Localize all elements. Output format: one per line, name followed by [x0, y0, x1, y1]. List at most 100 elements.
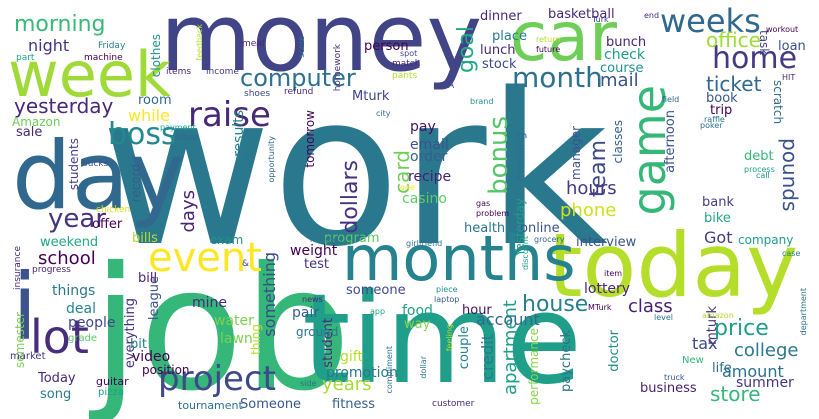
cloud-word: level — [654, 313, 674, 322]
cloud-word: mine — [192, 295, 228, 311]
cloud-word: ground — [296, 325, 339, 339]
cloud-word: machine — [84, 53, 123, 63]
cloud-word: project — [158, 359, 277, 399]
cloud-word: job — [92, 231, 352, 419]
cloud-word: score — [297, 36, 306, 58]
cloud-word: bunch — [606, 35, 647, 50]
cloud-word: feeling — [445, 324, 454, 352]
cloud-word: fitness — [332, 397, 376, 412]
cloud-word: credit — [478, 334, 497, 380]
cloud-word: items — [166, 67, 192, 77]
cloud-word: computer — [240, 64, 356, 92]
cloud-word: weeks — [660, 2, 761, 40]
cloud-word: school — [38, 248, 96, 269]
cloud-word: lottery — [584, 281, 631, 297]
cloud-word: app — [370, 307, 386, 316]
cloud-word: discount — [521, 236, 530, 271]
cloud-word: weekend — [40, 235, 99, 250]
cloud-word: yesterday — [14, 94, 114, 118]
cloud-word: city — [376, 109, 391, 118]
cloud-word: amazon — [702, 311, 734, 320]
cloud-word: shoes — [244, 89, 271, 99]
cloud-word: bills — [132, 231, 158, 246]
cloud-word: match — [392, 59, 421, 69]
cloud-word: week — [8, 38, 171, 111]
cloud-word: i — [12, 254, 38, 361]
cloud-word: way — [404, 317, 431, 332]
cloud-word: opportunity — [267, 136, 276, 183]
cloud-word: today — [548, 214, 799, 317]
cloud-word: results — [231, 110, 247, 157]
cloud-word: gift — [340, 349, 363, 365]
cloud-word: night — [28, 36, 70, 55]
cloud-word: pay — [410, 119, 436, 135]
cloud-word: class — [628, 296, 673, 317]
cloud-word: place — [492, 29, 527, 44]
cloud-word: trip — [710, 103, 733, 118]
cloud-word: loan — [778, 39, 806, 54]
cloud-word: pair — [292, 305, 320, 321]
cloud-word: couple — [457, 326, 472, 370]
cloud-word: return — [536, 35, 561, 44]
cloud-word: brand — [470, 97, 494, 106]
cloud-word: gas — [476, 199, 491, 208]
cloud-word: guitar — [96, 375, 129, 388]
cloud-word: bucks — [82, 159, 109, 169]
cloud-word: position — [142, 363, 190, 377]
cloud-word: pants — [392, 71, 418, 81]
cloud-word: meal — [242, 39, 265, 49]
cloud-word: people — [68, 315, 116, 331]
cloud-word: feedback — [195, 24, 204, 61]
cloud-word: task — [757, 30, 771, 56]
cloud-word: years — [322, 374, 372, 395]
cloud-word: college — [734, 340, 799, 361]
cloud-word: lawn — [220, 331, 253, 347]
cloud-word: ticket — [706, 72, 762, 96]
cloud-word: lunch — [480, 43, 516, 58]
cloud-word: hours — [566, 178, 617, 199]
cloud-word: chicken — [96, 205, 131, 215]
cloud-word: record — [129, 164, 143, 203]
cloud-word: future — [536, 45, 561, 54]
cloud-word: things — [52, 283, 96, 299]
cloud-word: performance — [527, 328, 541, 405]
cloud-word: minutes — [310, 235, 343, 244]
cloud-word: bike — [704, 211, 731, 226]
cloud-word: something — [260, 252, 279, 337]
cloud-word: truck — [664, 373, 685, 382]
cloud-word: call — [756, 171, 770, 180]
cloud-word: amount — [722, 362, 784, 381]
cloud-word: exam — [210, 233, 244, 247]
cloud-word: afternoon — [663, 110, 678, 173]
cloud-word: grocery — [534, 235, 565, 244]
cloud-word: summer — [736, 375, 794, 391]
cloud-word: clothes — [149, 34, 163, 78]
cloud-word: workout — [766, 25, 799, 34]
cloud-word: stock — [482, 57, 517, 72]
cloud-word: item — [604, 269, 623, 278]
cloud-word: office — [706, 28, 761, 52]
cloud-word: classes — [611, 120, 625, 164]
cloud-word: thing — [249, 324, 263, 355]
cloud-word: bonus — [484, 116, 514, 195]
cloud-word: home — [712, 41, 798, 76]
cloud-word: Someone — [240, 397, 302, 412]
cloud-word: water — [214, 313, 254, 329]
cloud-word: bill — [138, 271, 158, 286]
cloud-word: food — [402, 303, 433, 319]
cloud-word: life — [712, 361, 732, 376]
cloud-word: tax — [692, 334, 718, 353]
cloud-word: bit — [130, 337, 147, 352]
cloud-word: homework — [333, 44, 343, 92]
cloud-word: casino — [402, 191, 447, 207]
cloud-word: part — [16, 53, 35, 63]
cloud-word: program — [324, 231, 380, 246]
cloud-word: income — [206, 67, 239, 77]
cloud-word: HIT — [782, 73, 796, 82]
cloud-word: money — [160, 0, 483, 93]
cloud-word: news — [302, 295, 323, 304]
cloud-word: weight — [290, 243, 338, 259]
cloud-word: room — [138, 93, 172, 108]
cloud-word: company — [738, 233, 794, 247]
